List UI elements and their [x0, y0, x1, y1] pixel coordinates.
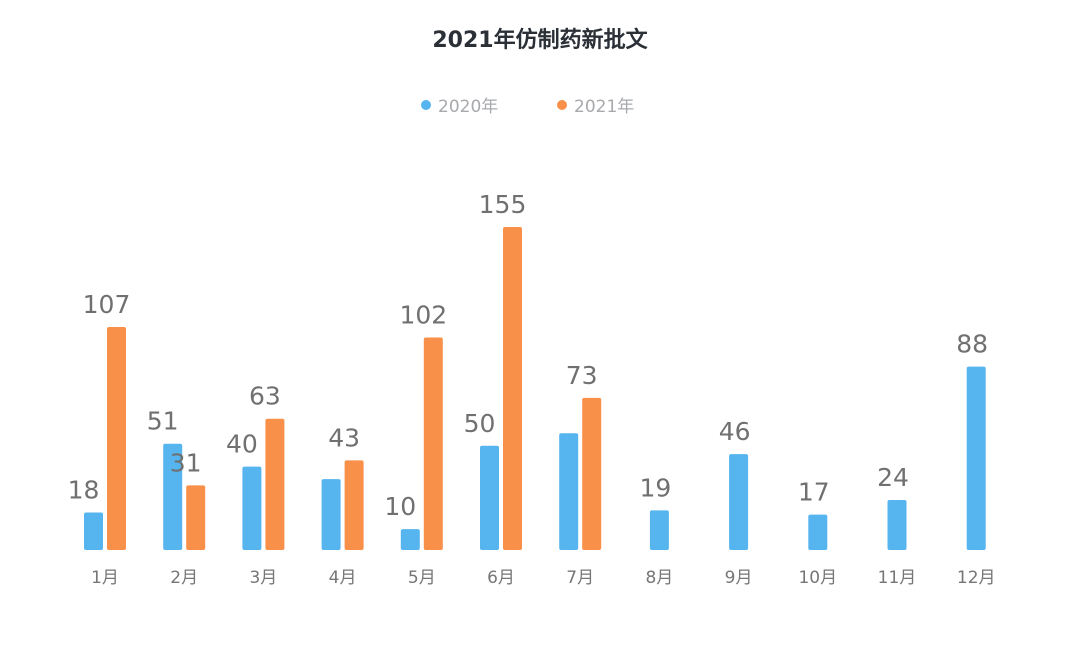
data-label-2020-6: 50 [464, 409, 496, 438]
x-tick-6: 6月 [487, 568, 515, 588]
data-label-2020-12: 88 [956, 330, 988, 359]
bar-2020-4[interactable] [321, 479, 341, 550]
bar-2021-2[interactable] [186, 485, 206, 550]
bar-2020-1[interactable] [84, 512, 103, 550]
bar-2021-6[interactable] [503, 227, 522, 550]
bar-2021-4[interactable] [344, 460, 364, 550]
data-label-2021-5: 102 [399, 300, 447, 329]
chart-title: 2021年仿制药新批文 [432, 28, 648, 53]
bar-2021-5[interactable] [423, 337, 443, 550]
data-label-2021-7: 73 [566, 361, 598, 390]
x-tick-7: 7月 [566, 568, 594, 588]
legend-item-2021[interactable]: 2021年 [557, 92, 634, 117]
data-label-2020-11: 24 [877, 463, 909, 492]
bar-2020-9[interactable] [729, 454, 749, 550]
x-tick-9: 9月 [725, 568, 753, 588]
legend: 2020年 2021年 [0, 92, 1080, 117]
x-tick-3: 3月 [249, 568, 277, 588]
x-tick-2: 2月 [170, 568, 198, 588]
x-tick-12: 12月 [957, 568, 996, 588]
data-label-2021-2: 31 [170, 448, 202, 477]
data-label-2020-3: 40 [226, 430, 258, 459]
data-label-2020-10: 17 [798, 478, 830, 507]
data-label-2020-9: 46 [719, 417, 751, 446]
data-label-2020-8: 19 [639, 473, 671, 502]
bar-2020-2[interactable] [163, 443, 183, 550]
data-label-2021-3: 63 [249, 382, 281, 411]
x-tick-5: 5月 [408, 568, 436, 588]
bar-2021-1[interactable] [107, 327, 126, 550]
bar-2020-8[interactable] [649, 510, 669, 550]
bar-2020-7[interactable] [559, 433, 579, 550]
bar-2020-11[interactable] [887, 499, 907, 550]
x-tick-8: 8月 [645, 568, 673, 588]
legend-dot-2021 [557, 99, 567, 110]
bar-2020-5[interactable] [400, 529, 420, 550]
x-tick-10: 10月 [798, 568, 837, 588]
data-label-2021-1: 107 [83, 290, 131, 319]
bar-2020-6[interactable] [480, 445, 499, 550]
x-tick-4: 4月 [329, 568, 357, 588]
x-tick-11: 11月 [878, 568, 917, 588]
data-label-2021-6: 155 [479, 190, 527, 219]
data-label-2020-1: 18 [68, 475, 100, 504]
data-label-2021-4: 43 [328, 423, 360, 452]
legend-item-2020[interactable]: 2020年 [421, 92, 498, 117]
legend-label-2020: 2020年 [438, 97, 499, 117]
bar-2020-3[interactable] [242, 466, 262, 550]
x-tick-1: 1月 [91, 568, 119, 588]
legend-label-2021: 2021年 [574, 97, 635, 117]
legend-dot-2020 [421, 99, 431, 110]
data-label-2020-2: 51 [147, 407, 179, 436]
bar-2020-10[interactable] [808, 514, 828, 550]
bar-2020-12[interactable] [966, 366, 986, 550]
bar-2021-3[interactable] [265, 418, 285, 550]
data-label-2020-5: 10 [384, 492, 416, 521]
bar-2021-7[interactable] [582, 397, 602, 550]
